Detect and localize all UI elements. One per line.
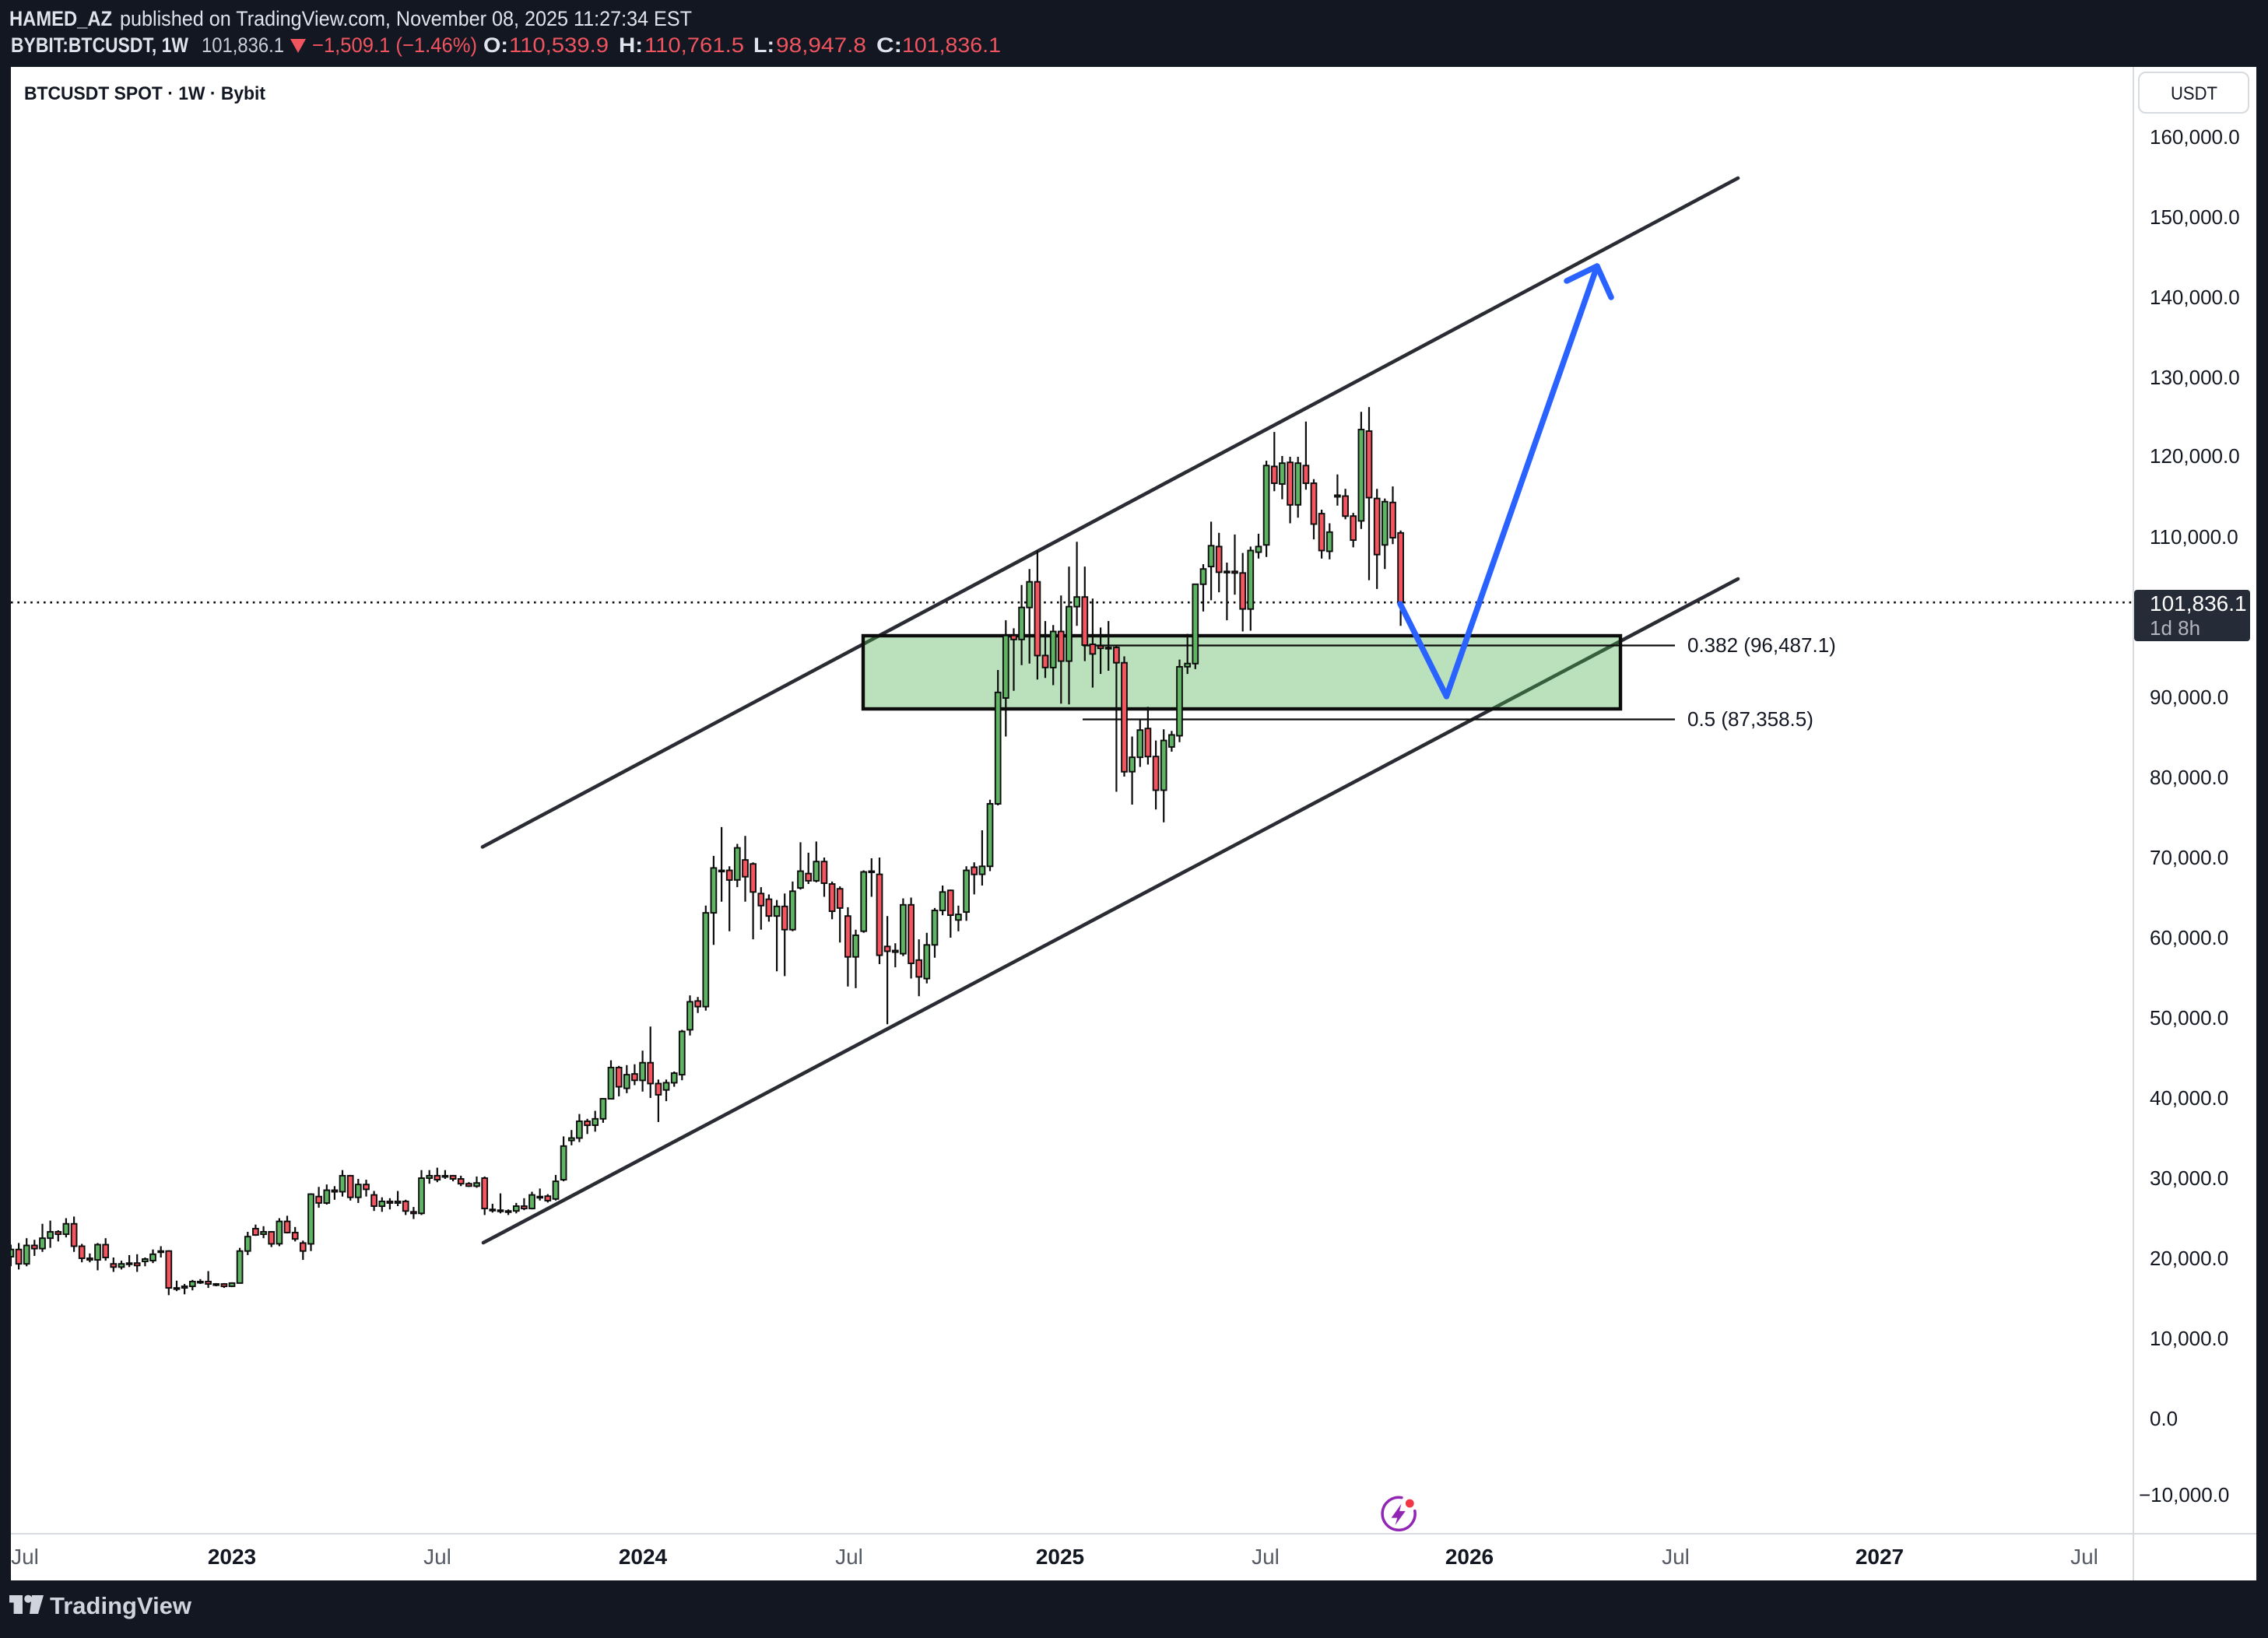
svg-text:Jul: Jul xyxy=(835,1545,863,1569)
svg-text:10,000.0: 10,000.0 xyxy=(2150,1327,2228,1350)
svg-text:2027: 2027 xyxy=(1855,1545,1904,1569)
svg-text:Jul: Jul xyxy=(11,1545,39,1569)
svg-text:20,000.0: 20,000.0 xyxy=(2150,1247,2228,1270)
svg-text:H:: H: xyxy=(619,33,643,57)
svg-text:2025: 2025 xyxy=(1036,1545,1084,1569)
svg-text:2026: 2026 xyxy=(1445,1545,1494,1569)
svg-text:110,539.9: 110,539.9 xyxy=(509,33,609,57)
svg-text:−1,509.1 (−1.46%): −1,509.1 (−1.46%) xyxy=(312,33,477,57)
svg-text:Jul: Jul xyxy=(1252,1545,1280,1569)
svg-text:BTCUSDT SPOT · 1W · Bybit: BTCUSDT SPOT · 1W · Bybit xyxy=(24,83,265,104)
svg-text:USDT: USDT xyxy=(2171,83,2217,104)
svg-text:published on TradingView.com,: published on TradingView.com, November 0… xyxy=(120,7,692,30)
svg-text:101,836.1: 101,836.1 xyxy=(902,33,1001,57)
svg-text:Jul: Jul xyxy=(423,1545,451,1569)
svg-text:C:: C: xyxy=(876,33,902,57)
svg-text:50,000.0: 50,000.0 xyxy=(2150,1006,2228,1029)
svg-text:1d 8h: 1d 8h xyxy=(2150,616,2200,640)
svg-text:0.0: 0.0 xyxy=(2150,1407,2178,1430)
svg-text:O:: O: xyxy=(483,33,508,57)
svg-text:0.382 (96,487.1): 0.382 (96,487.1) xyxy=(1687,633,1836,657)
svg-text:101,836.1: 101,836.1 xyxy=(202,33,284,57)
svg-text:120,000.0: 120,000.0 xyxy=(2150,444,2240,468)
svg-text:2023: 2023 xyxy=(208,1545,256,1569)
svg-text:130,000.0: 130,000.0 xyxy=(2150,366,2240,389)
svg-text:0.5 (87,358.5): 0.5 (87,358.5) xyxy=(1687,707,1813,731)
svg-text:30,000.0: 30,000.0 xyxy=(2150,1166,2228,1190)
svg-text:Jul: Jul xyxy=(2070,1545,2098,1569)
svg-text:40,000.0: 40,000.0 xyxy=(2150,1086,2228,1110)
svg-text:101,836.1: 101,836.1 xyxy=(2150,591,2247,616)
svg-text:HAMED_AZ: HAMED_AZ xyxy=(9,7,112,30)
svg-text:BYBIT:BTCUSDT, 1W: BYBIT:BTCUSDT, 1W xyxy=(11,33,188,57)
svg-text:110,000.0: 110,000.0 xyxy=(2150,525,2238,549)
svg-text:150,000.0: 150,000.0 xyxy=(2150,205,2240,229)
svg-text:140,000.0: 140,000.0 xyxy=(2150,286,2240,309)
svg-text:98,947.8: 98,947.8 xyxy=(776,33,866,57)
svg-text:L:: L: xyxy=(753,33,774,57)
svg-text:TradingView: TradingView xyxy=(50,1592,192,1619)
svg-text:70,000.0: 70,000.0 xyxy=(2150,846,2228,869)
svg-text:90,000.0: 90,000.0 xyxy=(2150,686,2228,709)
svg-text:80,000.0: 80,000.0 xyxy=(2150,766,2228,789)
svg-text:2024: 2024 xyxy=(619,1545,668,1569)
svg-text:−10,000.0: −10,000.0 xyxy=(2139,1483,2229,1506)
svg-text:110,761.5: 110,761.5 xyxy=(644,33,744,57)
svg-text:60,000.0: 60,000.0 xyxy=(2150,926,2228,949)
svg-text:Jul: Jul xyxy=(1662,1545,1690,1569)
svg-text:160,000.0: 160,000.0 xyxy=(2150,125,2240,149)
